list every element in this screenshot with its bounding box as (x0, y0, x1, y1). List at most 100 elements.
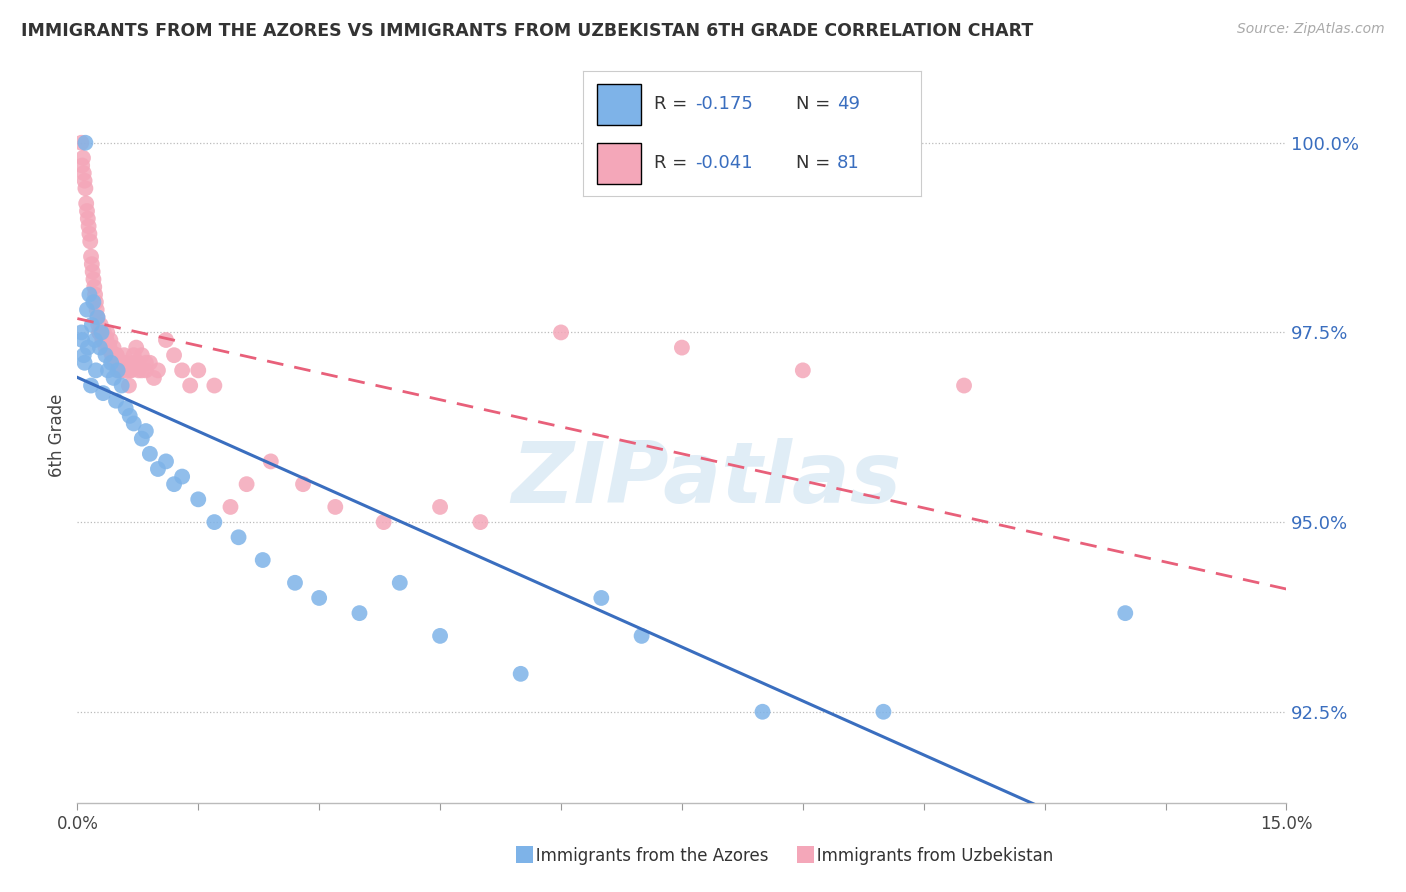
Text: N =: N = (796, 153, 837, 171)
Point (80, 318, 103, 332)
Point (103, 341, 125, 355)
Point (128, 363, 150, 377)
Point (470, 515, 492, 529)
Point (73, 356, 96, 370)
Point (87, 326, 110, 340)
Point (105, 393, 128, 408)
Point (97, 363, 120, 377)
Point (94, 348, 117, 362)
Point (146, 462, 169, 476)
Point (155, 454, 177, 468)
Point (103, 371, 125, 385)
Point (111, 363, 134, 377)
Point (75, 136, 97, 150)
Point (80, 378, 103, 392)
Point (79, 287, 101, 301)
Point (112, 348, 135, 362)
Point (155, 333, 177, 347)
Point (792, 363, 814, 377)
Point (373, 515, 395, 529)
Point (82, 272, 104, 286)
Point (107, 363, 129, 377)
Point (202, 378, 225, 392)
Point (172, 469, 194, 483)
Point (114, 401, 136, 416)
Point (135, 363, 157, 377)
Point (219, 500, 242, 514)
Point (292, 477, 315, 491)
Point (80, 257, 103, 271)
Point (179, 378, 201, 392)
Point (101, 348, 124, 362)
Text: R =: R = (654, 153, 693, 171)
Point (122, 348, 145, 362)
Point (70, 333, 93, 347)
Point (120, 363, 142, 377)
Point (108, 356, 131, 370)
Point (80, 250, 103, 264)
Point (76, 302, 98, 317)
Point (73, 348, 96, 362)
Y-axis label: 6th Grade: 6th Grade (48, 393, 66, 476)
Point (104, 356, 127, 370)
Point (96, 326, 118, 340)
Point (93, 326, 115, 340)
Point (114, 356, 136, 370)
Point (550, 326, 572, 340)
Point (86, 310, 108, 325)
Point (76, 211, 98, 226)
Text: 49: 49 (837, 95, 859, 112)
Point (84, 295, 107, 310)
Point (90, 326, 112, 340)
Point (111, 363, 134, 377)
Point (91, 333, 114, 347)
Point (107, 363, 129, 377)
Point (97, 341, 120, 355)
Point (96, 333, 118, 347)
Point (89, 326, 111, 340)
Text: 81: 81 (837, 153, 859, 171)
Point (388, 575, 411, 590)
Point (108, 356, 131, 370)
Point (79, 235, 101, 249)
Text: R =: R = (654, 95, 693, 112)
Point (86, 302, 108, 317)
Point (70, 159, 93, 173)
Point (76, 341, 98, 355)
Text: N =: N = (796, 95, 837, 112)
Text: IMMIGRANTS FROM THE AZORES VS IMMIGRANTS FROM UZBEKISTAN 6TH GRADE CORRELATION C: IMMIGRANTS FROM THE AZORES VS IMMIGRANTS… (21, 22, 1033, 40)
Point (91, 333, 114, 347)
Point (86, 310, 108, 325)
Text: ZIPatlas: ZIPatlas (510, 437, 901, 521)
Point (429, 629, 451, 643)
Point (100, 356, 122, 370)
Point (100, 333, 122, 347)
Point (91, 386, 114, 401)
Point (127, 356, 149, 370)
Point (308, 591, 330, 605)
FancyBboxPatch shape (598, 143, 641, 184)
Point (135, 356, 157, 370)
Point (125, 341, 148, 355)
Text: Immigrants from Uzbekistan: Immigrants from Uzbekistan (801, 847, 1053, 865)
Point (172, 363, 194, 377)
Point (84, 363, 107, 377)
Text: -0.041: -0.041 (695, 153, 752, 171)
Point (87, 318, 110, 332)
Point (139, 447, 162, 461)
Point (122, 417, 145, 431)
Point (115, 363, 138, 377)
Point (135, 424, 157, 438)
Point (163, 348, 186, 362)
Point (131, 363, 153, 377)
Point (872, 705, 894, 719)
Point (98, 341, 121, 355)
Point (751, 705, 773, 719)
Point (1114, 606, 1136, 620)
Point (187, 363, 209, 377)
Point (163, 477, 186, 491)
Point (79, 227, 101, 241)
Point (252, 553, 274, 567)
Text: -0.175: -0.175 (695, 95, 752, 112)
Point (118, 363, 141, 377)
